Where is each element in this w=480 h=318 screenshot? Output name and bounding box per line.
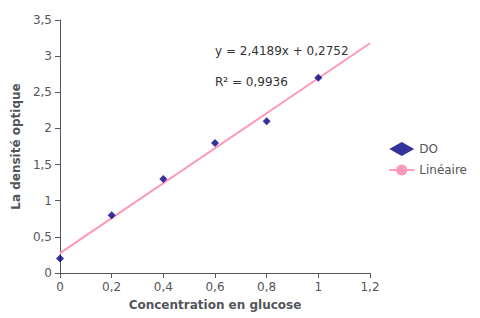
- svg-text:1,2: 1,2: [360, 280, 379, 294]
- svg-text:0: 0: [44, 266, 52, 280]
- svg-text:La densité optique: La densité optique: [9, 83, 23, 209]
- svg-text:y = 2,4189x + 0,2752: y = 2,4189x + 0,2752: [215, 44, 349, 58]
- svg-text:0,5: 0,5: [33, 230, 52, 244]
- svg-text:1: 1: [315, 280, 323, 294]
- svg-text:Linéaire: Linéaire: [419, 163, 467, 177]
- svg-text:3,5: 3,5: [33, 13, 52, 27]
- svg-text:2: 2: [44, 121, 52, 135]
- svg-text:1: 1: [44, 194, 52, 208]
- svg-text:0,4: 0,4: [154, 280, 173, 294]
- svg-text:Concentration en glucose: Concentration en glucose: [129, 298, 302, 312]
- svg-text:1,5: 1,5: [33, 158, 52, 172]
- svg-text:0: 0: [56, 280, 64, 294]
- svg-text:0,8: 0,8: [257, 280, 276, 294]
- svg-text:0,6: 0,6: [205, 280, 224, 294]
- svg-text:2,5: 2,5: [33, 85, 52, 99]
- svg-text:R² = 0,9936: R² = 0,9936: [215, 75, 288, 89]
- svg-text:3: 3: [44, 49, 52, 63]
- svg-text:0,2: 0,2: [102, 280, 121, 294]
- svg-text:DO: DO: [419, 142, 438, 156]
